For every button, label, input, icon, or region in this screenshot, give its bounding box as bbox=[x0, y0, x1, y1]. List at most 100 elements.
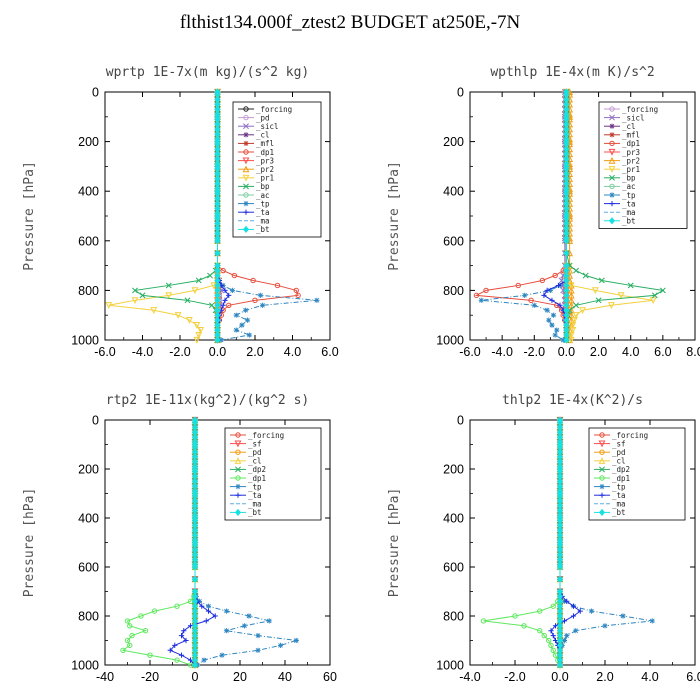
x-tick-label: 6.0 bbox=[654, 345, 671, 359]
legend-marker bbox=[598, 440, 606, 448]
legend-marker bbox=[242, 165, 250, 173]
data-point bbox=[544, 307, 550, 313]
legend-marker bbox=[243, 132, 249, 138]
y-tick-label: 200 bbox=[78, 463, 99, 477]
data-point bbox=[214, 249, 221, 257]
data-point bbox=[537, 628, 543, 634]
series-line bbox=[543, 92, 567, 340]
data-point bbox=[572, 312, 580, 319]
x-tick-label: -20 bbox=[141, 670, 159, 684]
legend-label: _pr1 bbox=[256, 174, 274, 183]
x-tick-label: 8.0 bbox=[686, 345, 700, 359]
x-tick-label: 0.0 bbox=[551, 670, 568, 684]
y-axis-label: Pressure [hPa] bbox=[22, 161, 37, 271]
x-tick-label: 0.0 bbox=[209, 345, 226, 359]
data-point bbox=[557, 560, 563, 569]
data-point bbox=[515, 282, 521, 289]
data-point bbox=[214, 336, 221, 344]
data-point bbox=[255, 647, 261, 653]
data-point bbox=[608, 302, 615, 309]
data-point bbox=[120, 647, 126, 653]
data-point bbox=[564, 633, 570, 639]
legend-marker bbox=[599, 449, 605, 455]
x-tick-label: 40 bbox=[278, 670, 292, 684]
data-point bbox=[473, 292, 480, 299]
data-point bbox=[567, 282, 575, 290]
data-point bbox=[549, 297, 555, 303]
data-point bbox=[243, 307, 249, 313]
data-point bbox=[208, 302, 215, 309]
legend-label: _ac bbox=[622, 182, 636, 191]
legend-marker bbox=[609, 217, 615, 225]
data-point bbox=[569, 322, 577, 329]
data-point bbox=[512, 613, 518, 619]
data-point bbox=[598, 277, 605, 284]
y-tick-label: 800 bbox=[443, 610, 464, 624]
y-tick-label: 800 bbox=[78, 284, 99, 298]
data-point bbox=[293, 637, 299, 644]
data-point bbox=[233, 327, 239, 333]
legend-label: _pr2 bbox=[622, 156, 640, 165]
data-point bbox=[231, 272, 238, 279]
y-axis-label: Pressure [hPa] bbox=[387, 488, 402, 598]
data-point bbox=[132, 287, 138, 294]
data-point bbox=[531, 302, 537, 308]
data-point bbox=[546, 637, 552, 644]
data-point bbox=[258, 292, 264, 298]
legend-label: _sicl bbox=[622, 113, 645, 122]
data-point bbox=[105, 302, 113, 309]
legend-marker bbox=[235, 432, 241, 438]
data-point bbox=[555, 282, 561, 289]
data-point bbox=[570, 613, 577, 619]
series-bt bbox=[214, 88, 221, 344]
legend-label: _forcing bbox=[612, 431, 648, 440]
legend-label: _bt bbox=[248, 508, 262, 517]
data-point bbox=[174, 312, 182, 319]
data-point bbox=[129, 632, 135, 639]
legend-label: _pd bbox=[248, 448, 262, 457]
legend-marker bbox=[608, 156, 616, 164]
data-point bbox=[131, 297, 139, 305]
legend-marker bbox=[243, 106, 249, 112]
y-tick-label: 600 bbox=[78, 561, 99, 575]
data-point bbox=[212, 613, 218, 619]
data-point bbox=[567, 331, 575, 339]
legend-box bbox=[588, 427, 686, 521]
legend-label: _pr3 bbox=[256, 156, 274, 165]
data-point bbox=[569, 326, 577, 334]
data-point bbox=[563, 234, 570, 242]
data-point bbox=[246, 613, 252, 619]
y-tick-label: 0 bbox=[457, 414, 464, 428]
chart-panel-3: rtp2 1E-11x(kg^2)/(kg^2 s) Pressure [hPa]… bbox=[22, 393, 337, 684]
legend-label: _dp1 bbox=[248, 474, 266, 483]
series-bt bbox=[557, 416, 563, 669]
series-pr1 bbox=[105, 88, 221, 344]
x-tick-label: -6.0 bbox=[94, 345, 116, 359]
data-point bbox=[266, 618, 272, 624]
data-point bbox=[199, 603, 205, 609]
legend-label: _forcing bbox=[248, 431, 284, 440]
legend-marker bbox=[235, 508, 241, 516]
data-point bbox=[150, 307, 158, 314]
data-point bbox=[174, 657, 180, 663]
legend-label: _pr3 bbox=[622, 148, 640, 157]
data-point bbox=[201, 657, 207, 663]
legend-marker bbox=[609, 201, 615, 207]
legend-label: _mfl bbox=[256, 139, 274, 148]
x-tick-label: 4.0 bbox=[284, 345, 301, 359]
series-dp1 bbox=[480, 417, 563, 668]
y-tick-label: 1000 bbox=[71, 334, 99, 348]
legend-label: _tp bbox=[612, 482, 626, 491]
data-point bbox=[167, 647, 173, 653]
legend-label: _ma bbox=[622, 208, 636, 217]
series-line bbox=[474, 92, 567, 340]
data-point bbox=[649, 618, 655, 624]
legend-label: _ta bbox=[248, 491, 262, 500]
data-point bbox=[252, 297, 258, 304]
legend-marker bbox=[243, 149, 249, 155]
data-point bbox=[573, 267, 580, 274]
data-point bbox=[579, 307, 586, 314]
data-point bbox=[255, 633, 261, 639]
figure-title: flthist134.000f_ztest2 BUDGET at250E,-7N bbox=[179, 12, 521, 33]
data-point bbox=[550, 633, 556, 639]
